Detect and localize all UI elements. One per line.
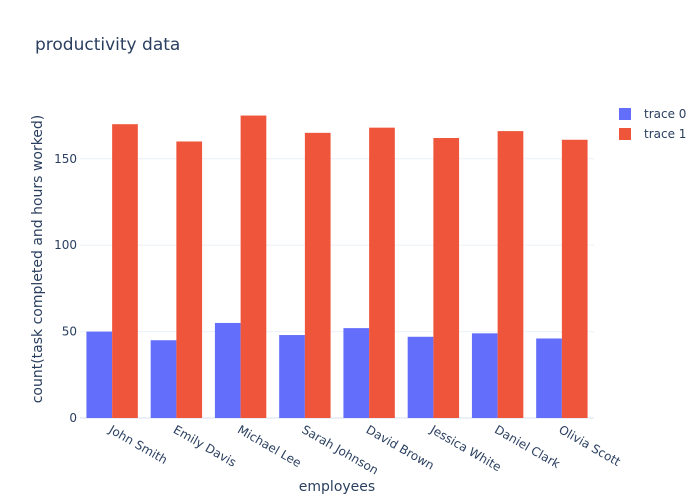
bar-trace-1-1[interactable] xyxy=(176,141,203,418)
bar-trace-1-7[interactable] xyxy=(561,139,588,418)
bar-trace-1-5[interactable] xyxy=(433,138,460,419)
bar-trace-0-0[interactable] xyxy=(86,331,113,418)
legend-label[interactable]: trace 0 xyxy=(644,107,686,121)
legend: trace 0 trace 1 xyxy=(619,107,686,141)
y-axis-ticks: 0 50 100 150 xyxy=(54,152,77,425)
bar-trace-1-3[interactable] xyxy=(304,132,331,418)
legend-swatch[interactable] xyxy=(619,108,631,120)
y-tick-label: 150 xyxy=(54,152,77,166)
bar-trace-1-0[interactable] xyxy=(112,124,138,419)
bar-trace-0-4[interactable] xyxy=(343,328,370,418)
bars xyxy=(86,115,588,419)
y-axis-title: count(task completed and hours worked) xyxy=(30,115,46,404)
y-tick-label: 50 xyxy=(62,325,77,339)
legend-label[interactable]: trace 1 xyxy=(644,127,686,141)
bar-trace-1-4[interactable] xyxy=(369,127,395,419)
chart-title: productivity data xyxy=(35,35,180,55)
bar-trace-0-1[interactable] xyxy=(150,340,177,418)
y-tick-label: 100 xyxy=(54,238,77,252)
x-axis-title: employees xyxy=(299,479,375,495)
bar-trace-1-2[interactable] xyxy=(240,115,267,418)
legend-swatch[interactable] xyxy=(619,128,631,140)
bar-trace-1-6[interactable] xyxy=(497,131,524,418)
bar-trace-0-2[interactable] xyxy=(214,322,241,418)
bar-trace-0-3[interactable] xyxy=(279,335,305,418)
bar-trace-0-7[interactable] xyxy=(536,338,562,419)
bar-trace-0-6[interactable] xyxy=(471,333,498,418)
y-tick-label: 0 xyxy=(69,411,77,425)
bar-trace-0-5[interactable] xyxy=(407,336,434,418)
